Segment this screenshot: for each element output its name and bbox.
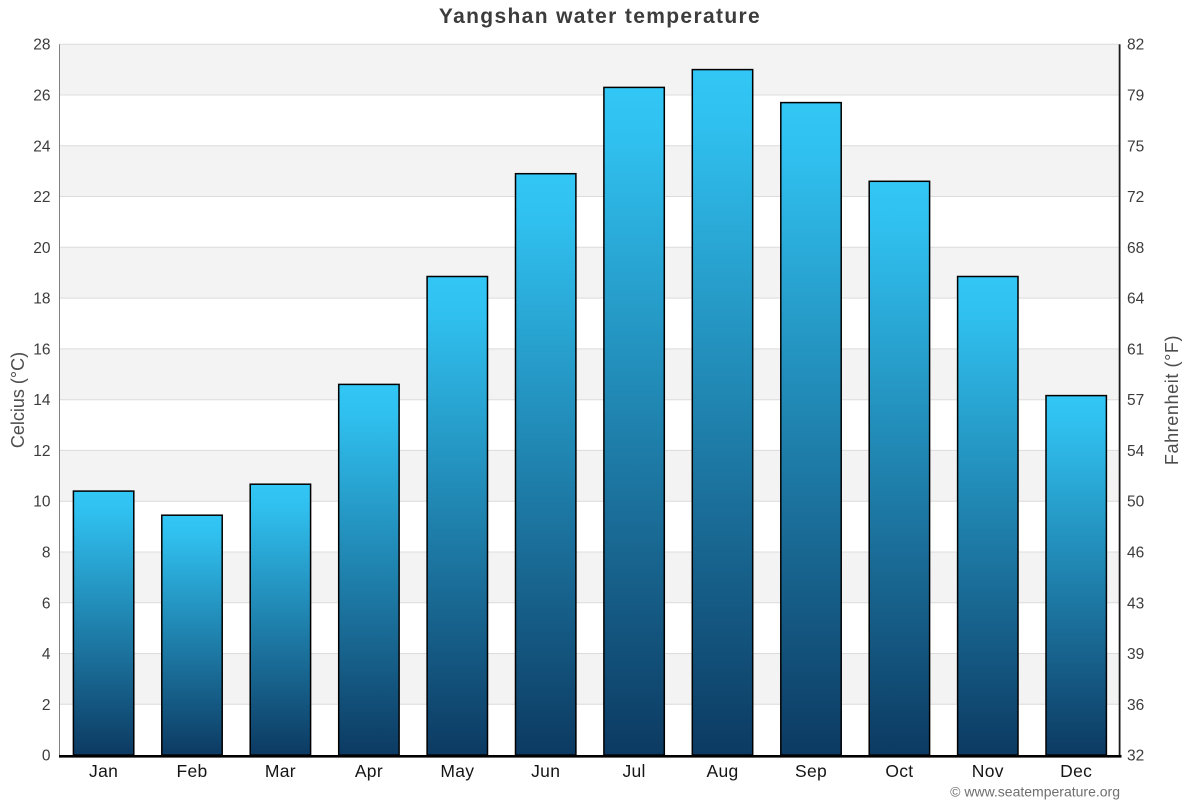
svg-text:82: 82 <box>1127 37 1144 54</box>
svg-text:39: 39 <box>1127 646 1144 663</box>
svg-text:Jan: Jan <box>89 761 118 781</box>
svg-text:8: 8 <box>42 545 51 562</box>
svg-text:May: May <box>440 761 474 781</box>
svg-text:75: 75 <box>1127 138 1144 155</box>
svg-text:61: 61 <box>1127 341 1144 358</box>
svg-text:Nov: Nov <box>972 761 1004 781</box>
svg-text:Feb: Feb <box>176 761 207 781</box>
svg-text:32: 32 <box>1127 748 1144 765</box>
svg-text:16: 16 <box>33 341 50 358</box>
svg-text:46: 46 <box>1127 545 1144 562</box>
svg-text:Sep: Sep <box>795 761 827 781</box>
svg-text:22: 22 <box>33 189 50 206</box>
svg-text:79: 79 <box>1127 88 1144 105</box>
svg-text:6: 6 <box>42 595 51 612</box>
svg-text:2: 2 <box>42 697 51 714</box>
svg-text:26: 26 <box>33 88 50 105</box>
svg-text:12: 12 <box>33 443 50 460</box>
svg-text:© www.seatemperature.org: © www.seatemperature.org <box>950 784 1120 800</box>
svg-text:72: 72 <box>1127 189 1144 206</box>
svg-text:64: 64 <box>1127 291 1145 308</box>
svg-text:0: 0 <box>42 748 51 765</box>
svg-text:Apr: Apr <box>355 761 383 781</box>
svg-text:Jul: Jul <box>622 761 645 781</box>
svg-text:Aug: Aug <box>706 761 738 781</box>
svg-text:36: 36 <box>1127 697 1144 714</box>
svg-text:57: 57 <box>1127 392 1144 409</box>
svg-text:Fahrenheit (°F): Fahrenheit (°F) <box>1162 335 1182 465</box>
svg-text:Celcius (°C): Celcius (°C) <box>8 352 28 448</box>
svg-text:50: 50 <box>1127 494 1145 511</box>
svg-text:Oct: Oct <box>885 761 913 781</box>
svg-text:4: 4 <box>42 646 51 663</box>
svg-text:24: 24 <box>33 138 51 155</box>
svg-text:Mar: Mar <box>265 761 296 781</box>
svg-text:10: 10 <box>33 494 51 511</box>
svg-text:Jun: Jun <box>531 761 560 781</box>
svg-text:20: 20 <box>33 240 51 257</box>
svg-text:54: 54 <box>1127 443 1145 460</box>
svg-text:28: 28 <box>33 37 50 54</box>
svg-text:Yangshan water temperature: Yangshan water temperature <box>439 5 761 28</box>
svg-text:18: 18 <box>33 291 50 308</box>
svg-text:43: 43 <box>1127 595 1144 612</box>
svg-text:68: 68 <box>1127 240 1144 257</box>
svg-text:Dec: Dec <box>1060 761 1092 781</box>
svg-text:14: 14 <box>33 392 51 409</box>
